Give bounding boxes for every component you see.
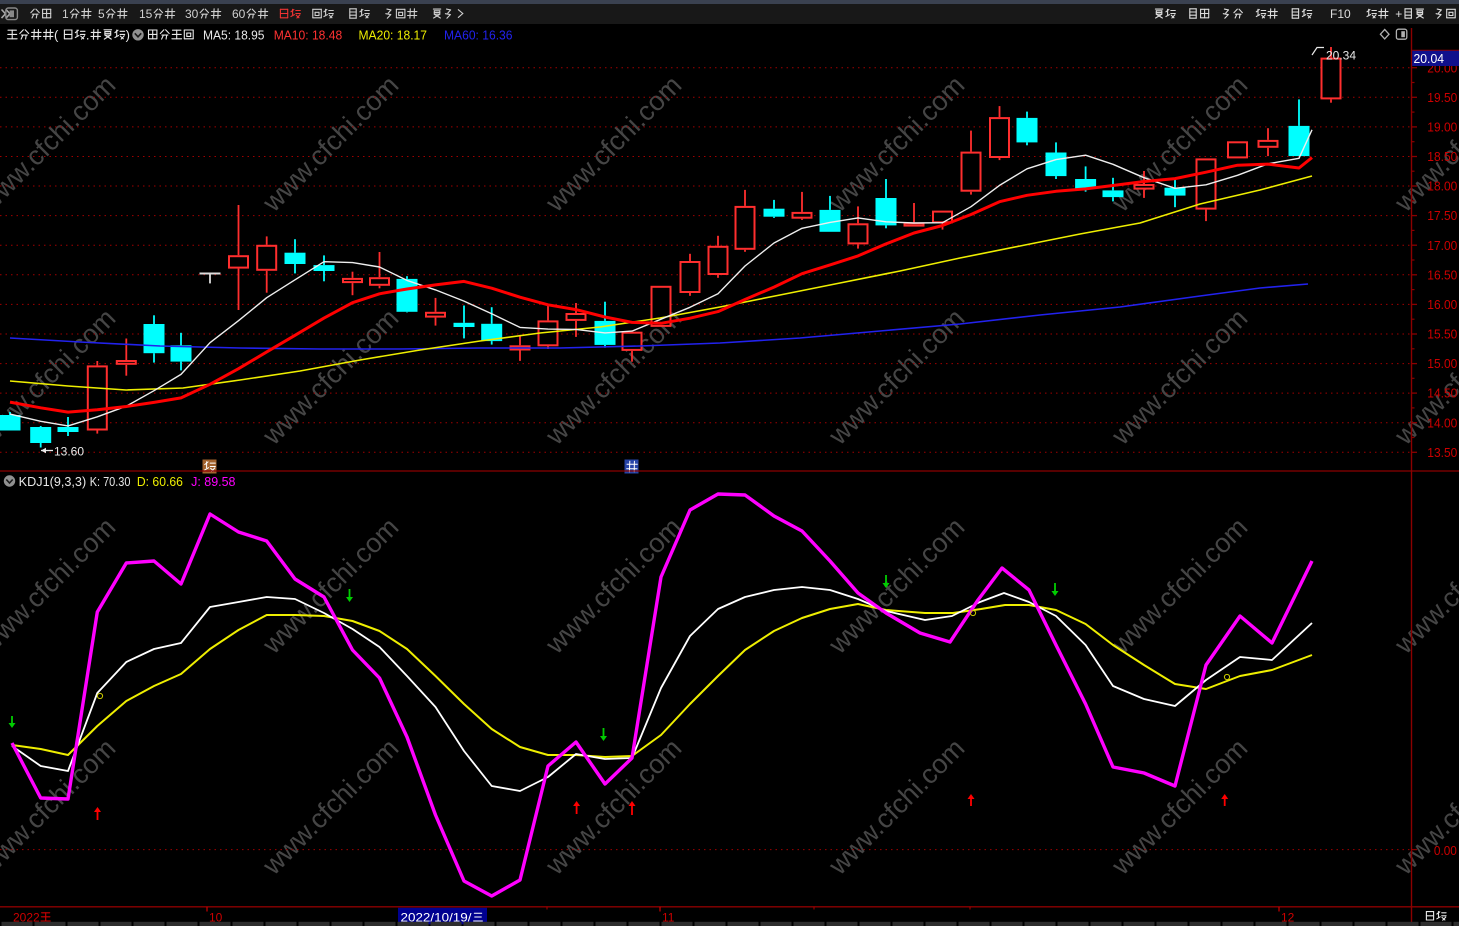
svg-text:13.50: 13.50 [1427, 445, 1457, 460]
svg-text:15.00: 15.00 [1427, 356, 1457, 371]
svg-text:13.60: 13.60 [54, 445, 84, 459]
svg-text:2022: 2022 [13, 911, 40, 925]
svg-text:MA5: 18.95: MA5: 18.95 [203, 29, 265, 43]
svg-text:1: 1 [62, 7, 69, 21]
svg-text:16.00: 16.00 [1427, 297, 1457, 312]
svg-text:F10: F10 [1330, 7, 1351, 21]
svg-text:14.50: 14.50 [1427, 386, 1457, 401]
svg-text:18.00: 18.00 [1427, 179, 1457, 194]
svg-text:5: 5 [98, 7, 105, 21]
svg-text:(: ( [54, 28, 59, 43]
svg-text:.: . [86, 28, 90, 43]
svg-text:MA20: 18.17: MA20: 18.17 [359, 29, 428, 43]
svg-text:KDJ1(9,3,3): KDJ1(9,3,3) [19, 475, 87, 489]
svg-text:19.00: 19.00 [1427, 120, 1457, 135]
svg-text:+: + [1395, 7, 1402, 21]
svg-text:20.34: 20.34 [1326, 49, 1356, 63]
svg-text:D: 60.66: D: 60.66 [137, 475, 183, 489]
svg-text:2022/10/19/: 2022/10/19/ [401, 911, 473, 925]
svg-text:J: 89.58: J: 89.58 [191, 475, 235, 489]
svg-text:0.00: 0.00 [1434, 843, 1457, 858]
svg-text:15: 15 [139, 7, 153, 21]
svg-text:30: 30 [185, 7, 199, 21]
svg-text:60: 60 [232, 7, 246, 21]
svg-text:11: 11 [662, 911, 675, 925]
svg-text:17.50: 17.50 [1427, 208, 1457, 223]
svg-text:10: 10 [209, 911, 223, 925]
svg-text:12: 12 [1281, 911, 1295, 925]
svg-text:K: 70.30: K: 70.30 [90, 475, 131, 489]
svg-text:MA60: 16.36: MA60: 16.36 [444, 29, 513, 43]
svg-text:20.04: 20.04 [1414, 52, 1445, 66]
svg-text:): ) [126, 28, 130, 43]
svg-text:15.50: 15.50 [1427, 327, 1457, 342]
svg-text:14.00: 14.00 [1427, 415, 1457, 430]
svg-text:19.50: 19.50 [1427, 90, 1457, 105]
svg-text:16.50: 16.50 [1427, 267, 1457, 282]
svg-text:18.50: 18.50 [1427, 149, 1457, 164]
svg-text:17.00: 17.00 [1427, 238, 1457, 253]
svg-text:MA10: 18.48: MA10: 18.48 [274, 29, 343, 43]
